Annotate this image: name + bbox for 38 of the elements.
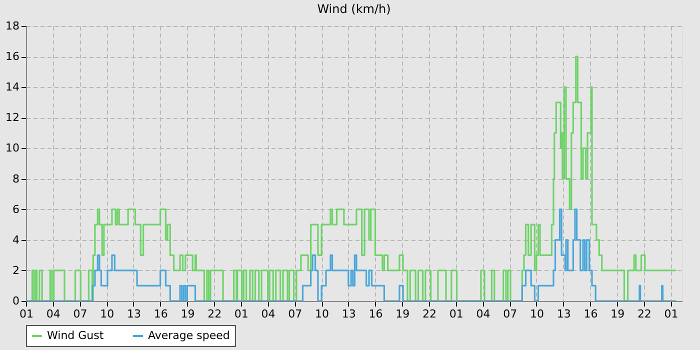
x-tick-label: 10	[530, 308, 544, 320]
x-tick-label: 13	[126, 308, 141, 320]
y-tick-label: 12	[6, 111, 20, 124]
x-tick-label: 19	[610, 308, 625, 320]
x-tick-label: 13	[342, 308, 356, 320]
legend-label: Wind Gust	[47, 329, 104, 342]
x-tick-label: 07	[503, 308, 518, 320]
x-tick-label: 01	[449, 308, 464, 320]
y-tick-label: 18	[6, 20, 20, 32]
x-tick-label: 22	[637, 308, 652, 320]
x-tick-label: 01	[664, 308, 678, 320]
y-tick-label: 2	[12, 264, 20, 277]
x-tick-label: 19	[396, 308, 410, 320]
x-tick-label: 22	[422, 308, 437, 320]
y-tick-label: 14	[6, 80, 20, 94]
y-tick-label: 8	[12, 172, 20, 186]
x-tick-label: 16	[368, 308, 383, 320]
y-tick-label: 0	[12, 294, 20, 308]
y-tick-label: 16	[6, 50, 20, 64]
x-tick-label: 10	[315, 308, 330, 320]
x-tick-label: 22	[208, 308, 222, 320]
x-tick-label: 04	[476, 308, 490, 320]
x-tick-label: 16	[584, 308, 598, 320]
x-tick-label: 13	[556, 308, 571, 320]
x-tick-label: 04	[261, 308, 276, 320]
x-tick-label: 19	[180, 308, 195, 320]
legend-label: Average speed	[148, 329, 230, 342]
x-tick-label: 01	[20, 308, 34, 320]
y-tick-label: 4	[12, 233, 20, 246]
x-tick-label: 01	[234, 308, 248, 320]
x-tick-label: 07	[73, 308, 88, 320]
y-tick-label: 6	[12, 202, 20, 216]
y-tick-label: 10	[6, 142, 20, 155]
chart-title: Wind (km/h)	[317, 2, 391, 16]
x-tick-label: 04	[46, 308, 60, 320]
x-tick-label: 07	[288, 308, 302, 320]
x-tick-label: 16	[154, 308, 168, 320]
x-tick-label: 10	[100, 308, 114, 320]
